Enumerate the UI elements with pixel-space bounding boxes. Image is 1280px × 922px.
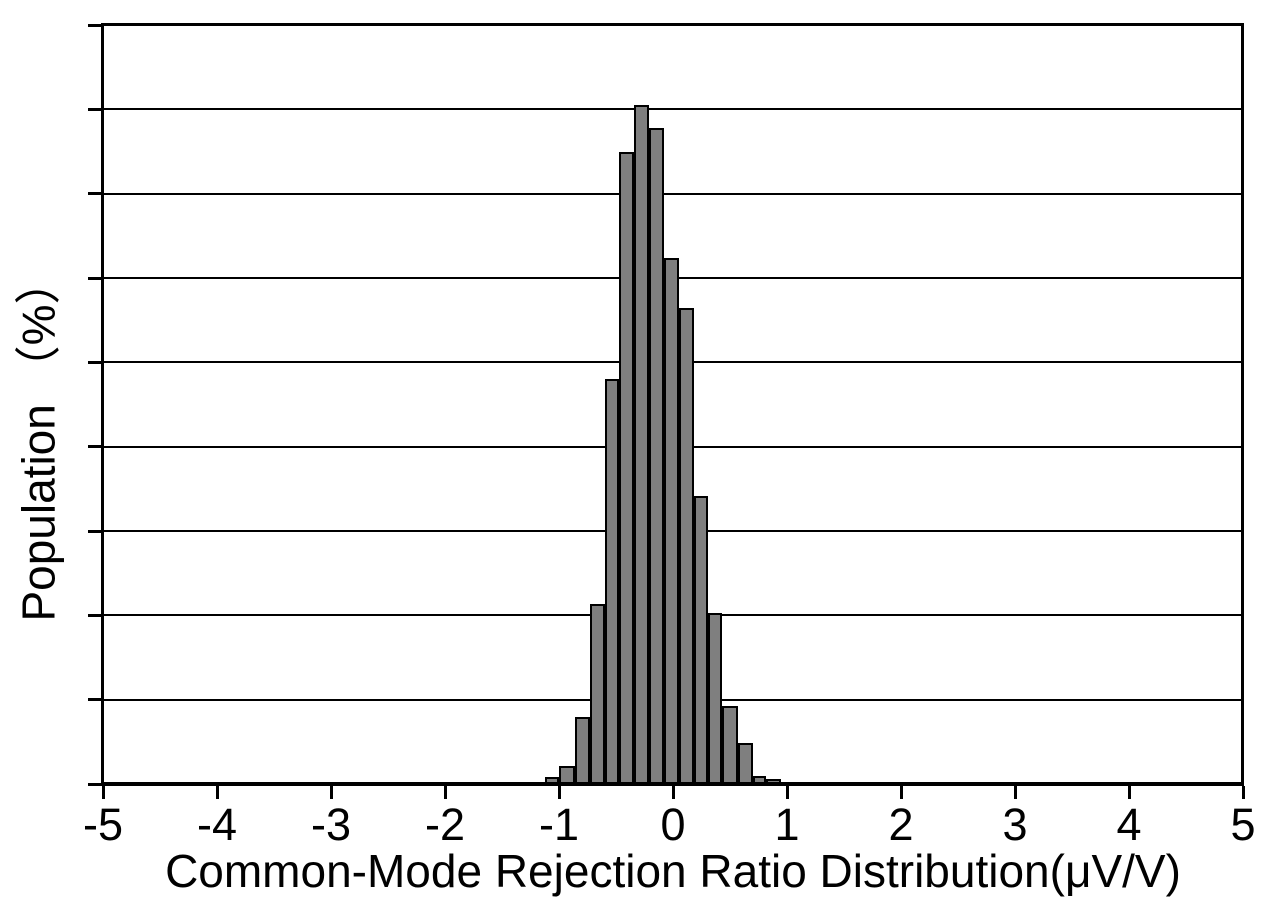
x-tick [330,786,333,799]
histogram-bar [694,496,708,784]
x-tick [672,786,675,799]
frame-left [101,23,104,785]
histogram-bar [634,105,649,784]
x-tick-label: 5 [1230,799,1256,850]
x-tick [1242,786,1245,799]
y-tick [88,277,101,280]
histogram-bar [605,379,619,784]
plot-area [103,25,1243,784]
y-tick [88,361,101,364]
x-tick [900,786,903,799]
histogram-bar [708,613,722,784]
histogram-bar [649,128,664,784]
frame-top [101,23,1244,26]
x-tick-label: -1 [538,799,579,850]
y-axis-title: Population （%） [12,258,65,622]
y-tick [88,530,101,533]
x-tick-label: 3 [1002,799,1028,850]
y-tick [88,698,101,701]
frame-right [1241,23,1244,785]
histogram-bar [575,717,590,784]
histogram-bar [590,604,605,784]
x-tick [786,786,789,799]
gridline [103,193,1243,195]
x-tick [1014,786,1017,799]
x-tick-label: -4 [196,799,237,850]
x-tick [216,786,219,799]
x-tick [1128,786,1131,799]
histogram-bar [619,152,634,784]
y-tick [88,108,101,111]
y-tick [88,614,101,617]
histogram-bar [679,308,694,784]
frame-bottom [101,782,1244,786]
x-tick-label: 0 [660,799,686,850]
x-tick-label: -2 [424,799,465,850]
x-axis-title: Common-Mode Rejection Ratio Distribution… [165,845,1181,897]
y-tick [88,192,101,195]
x-tick-label: -3 [310,799,351,850]
histogram-bar [664,258,679,784]
y-tick [88,445,101,448]
histogram-bar [722,706,738,784]
y-tick [88,24,101,27]
x-tick-label: -5 [82,799,123,850]
x-tick-label: 4 [1116,799,1142,850]
x-tick [102,786,105,799]
histogram-bar [738,743,753,784]
x-tick-label: 2 [888,799,914,850]
x-tick [558,786,561,799]
x-tick-label: 1 [774,799,800,850]
y-tick [88,783,101,786]
gridline [103,108,1243,110]
x-tick [444,786,447,799]
